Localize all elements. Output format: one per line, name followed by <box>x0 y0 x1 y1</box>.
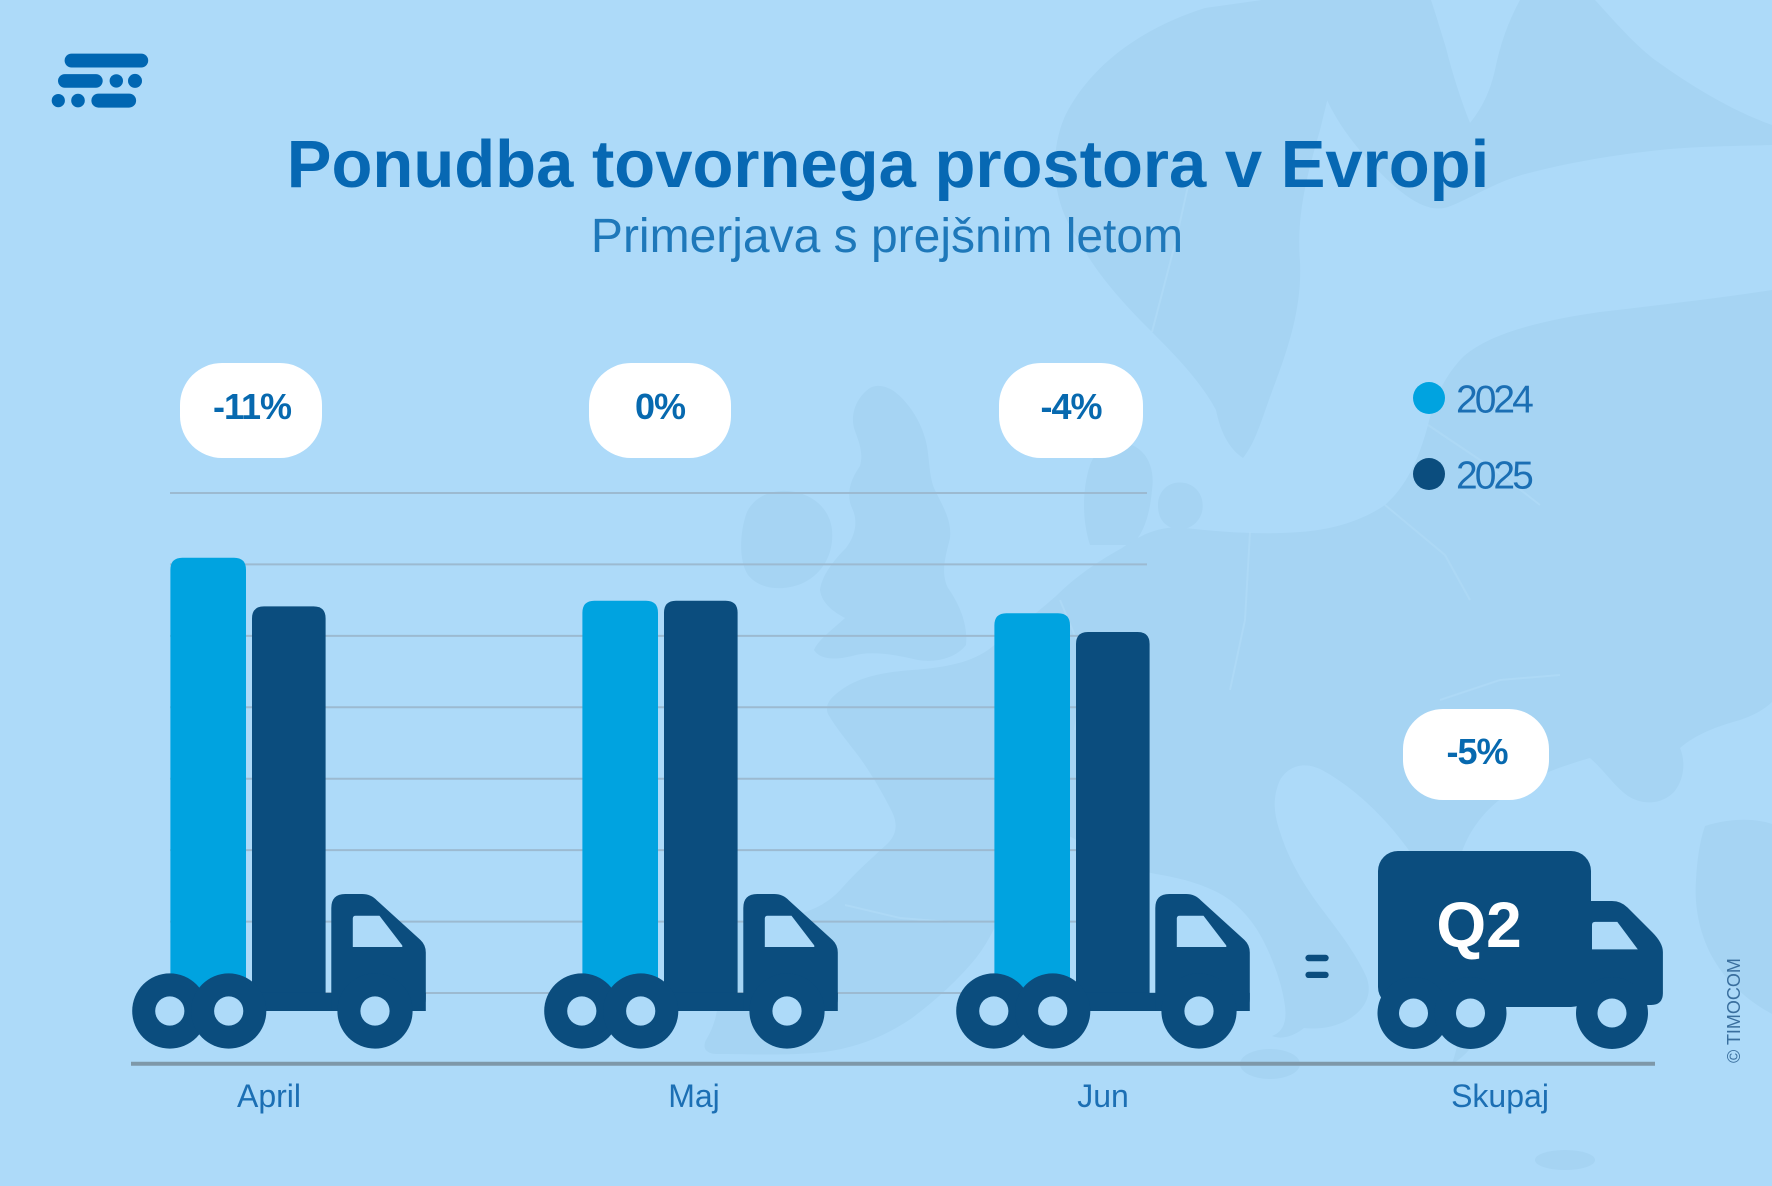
svg-text:2025: 2025 <box>1456 455 1533 498</box>
svg-text:-11%: -11% <box>213 386 292 427</box>
svg-text:-5%: -5% <box>1446 731 1508 772</box>
svg-text:0%: 0% <box>635 386 686 427</box>
svg-text:2024: 2024 <box>1456 379 1533 422</box>
svg-text:April: April <box>237 1078 301 1114</box>
svg-text:© TIMOCOM: © TIMOCOM <box>1724 958 1744 1063</box>
svg-text:Maj: Maj <box>668 1078 720 1114</box>
svg-text:Jun: Jun <box>1077 1078 1129 1114</box>
svg-text:Ponudba tovornega prostora v E: Ponudba tovornega prostora v Evropi <box>287 127 1489 202</box>
svg-text:Skupaj: Skupaj <box>1451 1078 1549 1114</box>
svg-text:-4%: -4% <box>1040 386 1102 427</box>
svg-text:Q2: Q2 <box>1436 889 1521 961</box>
svg-text:Primerjava s prejšnim letom: Primerjava s prejšnim letom <box>591 210 1183 263</box>
